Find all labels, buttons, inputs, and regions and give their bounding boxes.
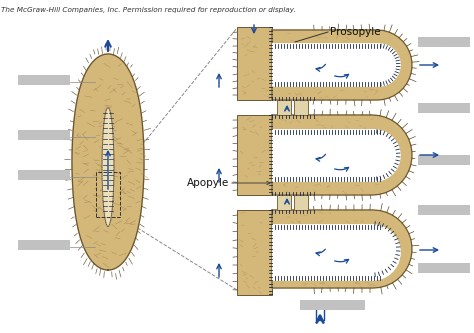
- Bar: [294, 100, 308, 115]
- Polygon shape: [273, 44, 400, 86]
- Bar: [237, 210, 272, 295]
- Bar: [418, 205, 470, 215]
- Bar: [277, 100, 291, 115]
- Bar: [294, 195, 308, 210]
- Bar: [18, 240, 70, 250]
- Bar: [300, 300, 365, 310]
- Bar: [418, 263, 470, 273]
- Text: The McGraw-Hill Companies, Inc. Permission required for reproduction or display.: The McGraw-Hill Companies, Inc. Permissi…: [1, 7, 296, 13]
- Polygon shape: [272, 210, 412, 288]
- Bar: [18, 75, 70, 85]
- Polygon shape: [273, 225, 400, 280]
- Polygon shape: [72, 54, 144, 270]
- Polygon shape: [273, 130, 400, 181]
- Bar: [96, 172, 120, 217]
- Ellipse shape: [102, 108, 114, 226]
- Bar: [277, 195, 291, 210]
- Polygon shape: [272, 30, 412, 100]
- Bar: [418, 155, 470, 165]
- Text: Prosopyle: Prosopyle: [330, 27, 381, 37]
- Bar: [18, 130, 70, 140]
- Bar: [418, 37, 470, 47]
- Polygon shape: [272, 115, 412, 195]
- Bar: [237, 27, 272, 100]
- Text: Apopyle: Apopyle: [187, 178, 229, 188]
- Bar: [237, 115, 272, 195]
- Bar: [18, 170, 70, 180]
- Bar: [418, 103, 470, 113]
- Polygon shape: [237, 27, 417, 295]
